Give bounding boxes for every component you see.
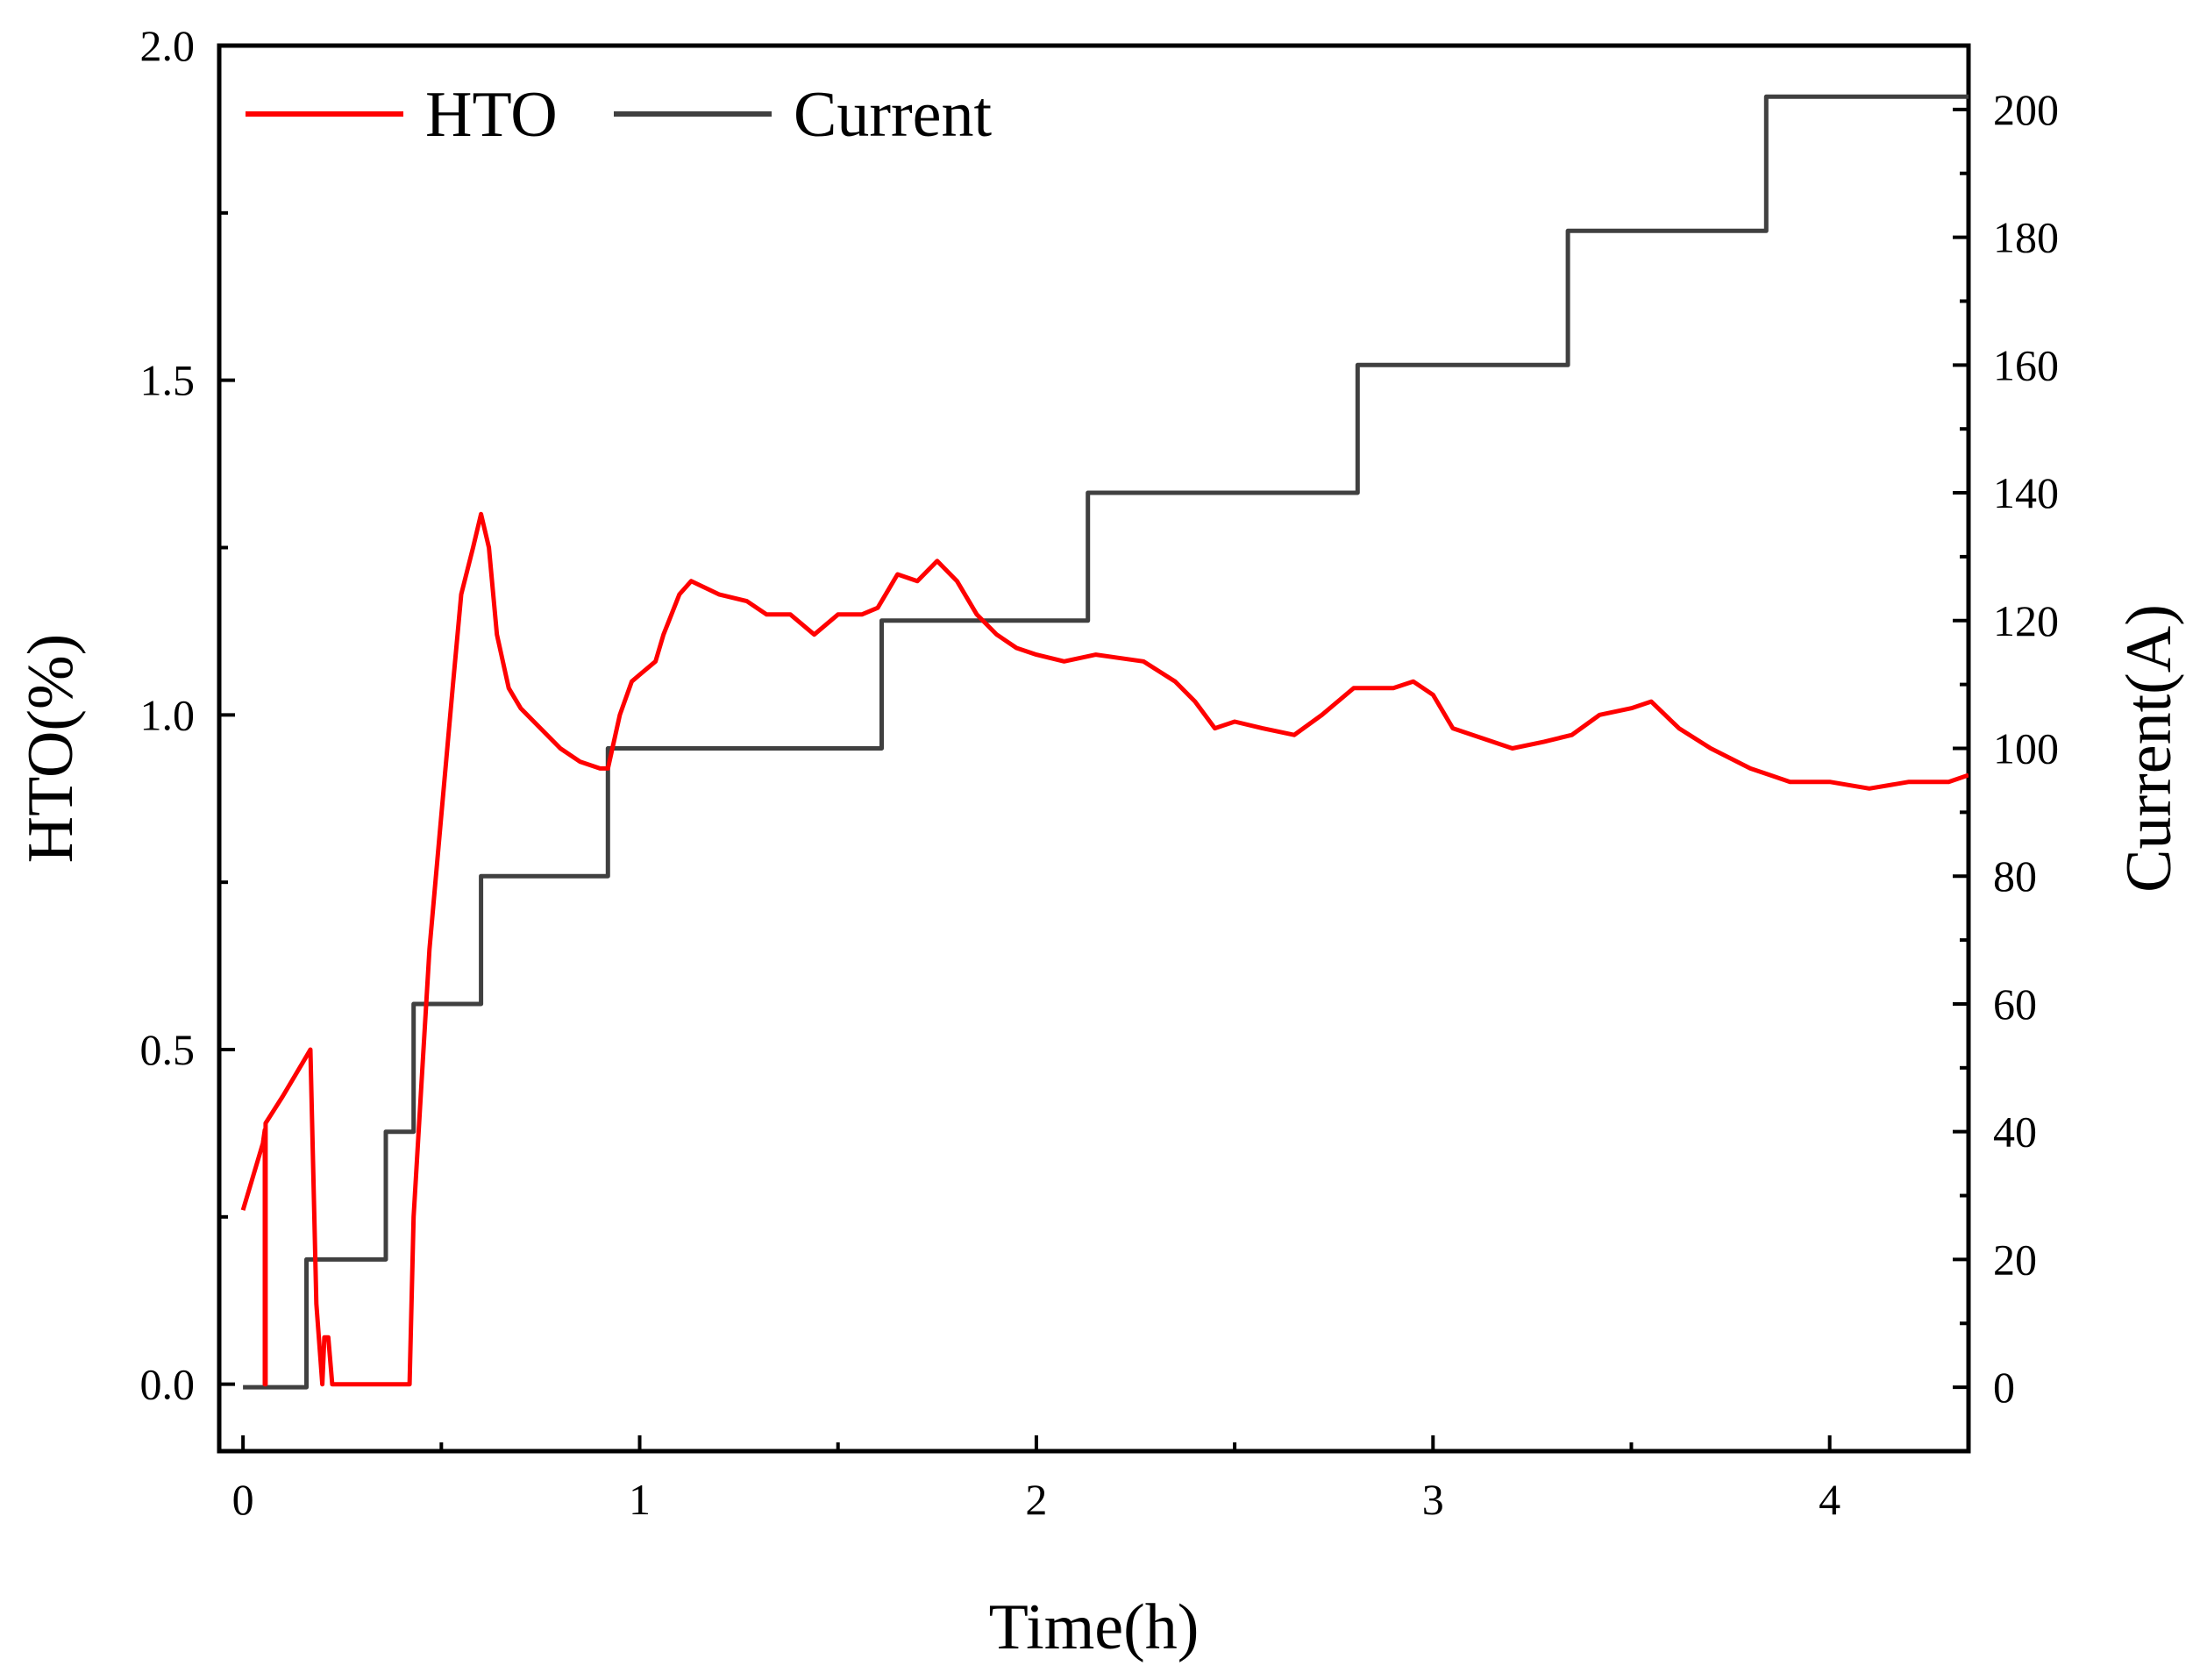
y-tick-label-left: 1.0 [140, 690, 196, 739]
y-tick-label-right: 40 [1993, 1107, 2037, 1157]
legend-label-hto: HTO [425, 79, 558, 151]
y-tick-label-right: 0 [1993, 1363, 2015, 1412]
x-tick-label: 1 [629, 1475, 651, 1524]
y-tick-label-right: 140 [1993, 468, 2059, 517]
series-line-hto [240, 511, 1969, 1387]
y-tick-label-left: 0.0 [140, 1360, 196, 1409]
y-tick-label-right: 100 [1993, 724, 2059, 773]
y-tick-label-left: 0.5 [140, 1025, 196, 1074]
y-tick-label-left: 2.0 [140, 21, 196, 70]
y-tick-label-right: 200 [1993, 85, 2059, 134]
y-tick-label-right: 180 [1993, 213, 2059, 262]
legend: HTO Current [246, 79, 992, 151]
y-axis-title-right: Current(A) [2113, 604, 2185, 893]
legend-label-current: Current [794, 79, 992, 151]
y-axis-title-left: HTO(%) [15, 634, 87, 864]
y-tick-label-left: 1.5 [140, 356, 196, 405]
y-tick-label-right: 60 [1993, 979, 2037, 1029]
ticks-layer: 0 1 2 3 4 0.0 0.5 1.0 1.5 2.0 0 20 40 60 80 100 120 140 16… [140, 21, 2060, 1524]
plot-frame [217, 43, 1971, 1454]
series-layer [240, 94, 1969, 1390]
y-tick-label-right: 20 [1993, 1235, 2037, 1284]
y-tick-label-right: 80 [1993, 851, 2037, 901]
y-tick-label-right: 120 [1993, 596, 2059, 645]
series-line-current [243, 94, 1969, 1390]
y-tick-label-right: 160 [1993, 340, 2059, 389]
x-tick-label: 3 [1422, 1475, 1444, 1524]
x-tick-label: 4 [1819, 1475, 1840, 1524]
x-axis-title: Time(h) [989, 1591, 1200, 1663]
x-tick-label: 0 [232, 1475, 254, 1524]
x-tick-label: 2 [1025, 1475, 1047, 1524]
